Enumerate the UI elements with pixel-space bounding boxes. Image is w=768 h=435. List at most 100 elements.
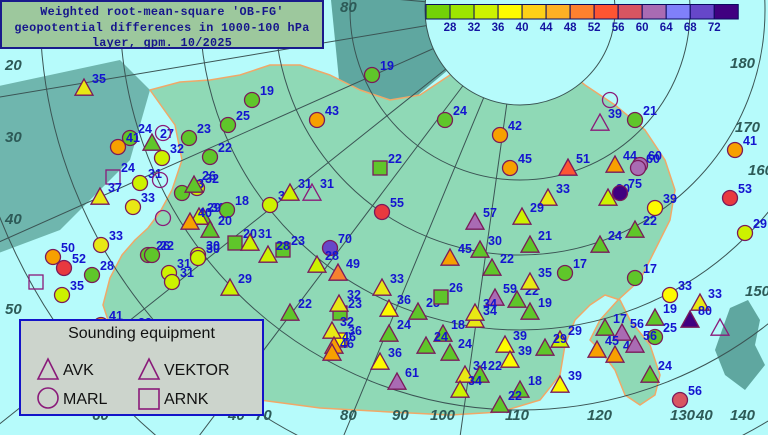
svg-text:45: 45: [518, 152, 532, 166]
svg-text:24: 24: [138, 122, 152, 136]
svg-text:23: 23: [291, 234, 305, 248]
svg-text:AVK: AVK: [63, 362, 94, 379]
svg-text:68: 68: [684, 22, 697, 34]
svg-text:31: 31: [258, 227, 272, 241]
svg-text:50: 50: [61, 241, 75, 255]
svg-text:33: 33: [390, 272, 404, 286]
svg-text:20: 20: [4, 57, 22, 74]
svg-text:64: 64: [660, 22, 673, 34]
svg-text:29: 29: [753, 217, 767, 231]
svg-text:19: 19: [663, 302, 677, 316]
svg-text:19: 19: [380, 59, 394, 73]
svg-text:33: 33: [556, 182, 570, 196]
svg-text:57: 57: [483, 206, 497, 220]
svg-text:18: 18: [528, 374, 542, 388]
svg-text:32: 32: [340, 315, 354, 329]
svg-text:22: 22: [388, 152, 402, 166]
svg-text:32: 32: [347, 288, 361, 302]
svg-text:40: 40: [516, 22, 529, 34]
svg-text:17: 17: [613, 312, 627, 326]
svg-text:24: 24: [434, 330, 448, 344]
svg-text:33: 33: [141, 191, 155, 205]
svg-text:59: 59: [503, 282, 517, 296]
svg-text:61: 61: [405, 366, 419, 380]
svg-text:24: 24: [608, 229, 622, 243]
svg-text:28: 28: [325, 249, 339, 263]
svg-text:29: 29: [568, 324, 582, 338]
svg-text:180: 180: [730, 55, 756, 72]
svg-text:22: 22: [218, 141, 232, 155]
svg-text:22: 22: [500, 252, 514, 266]
svg-text:32: 32: [170, 142, 184, 156]
svg-text:34: 34: [483, 297, 497, 311]
svg-text:40: 40: [695, 407, 713, 424]
svg-text:60: 60: [636, 22, 649, 34]
svg-text:41: 41: [743, 134, 757, 148]
svg-text:39: 39: [513, 329, 527, 343]
svg-text:32: 32: [468, 22, 481, 34]
svg-text:51: 51: [576, 152, 590, 166]
svg-text:37: 37: [108, 181, 122, 195]
svg-text:42: 42: [508, 119, 522, 133]
svg-text:24: 24: [458, 337, 472, 351]
svg-text:150: 150: [745, 283, 768, 300]
svg-text:53: 53: [738, 182, 752, 196]
svg-text:56: 56: [630, 317, 644, 331]
svg-text:56: 56: [643, 329, 657, 343]
svg-text:36: 36: [388, 346, 402, 360]
svg-text:26: 26: [202, 169, 216, 183]
svg-text:36: 36: [492, 22, 505, 34]
svg-text:21: 21: [538, 229, 552, 243]
svg-text:50: 50: [5, 301, 22, 318]
svg-text:28: 28: [444, 22, 457, 34]
svg-text:44: 44: [540, 22, 553, 34]
svg-text:90: 90: [392, 407, 409, 424]
svg-text:80: 80: [698, 304, 712, 318]
svg-text:30: 30: [206, 242, 220, 256]
svg-text:60: 60: [646, 152, 660, 166]
svg-text:56: 56: [688, 384, 702, 398]
svg-text:23: 23: [197, 122, 211, 136]
svg-text:100: 100: [430, 407, 456, 424]
svg-text:17: 17: [573, 257, 587, 271]
svg-text:45: 45: [605, 334, 619, 348]
svg-text:120: 120: [587, 407, 613, 424]
svg-text:39: 39: [608, 107, 622, 121]
svg-text:19: 19: [260, 84, 274, 98]
svg-text:26: 26: [449, 281, 463, 295]
svg-text:24: 24: [658, 359, 672, 373]
svg-text:21: 21: [643, 104, 657, 118]
svg-text:40: 40: [4, 211, 22, 228]
svg-text:75: 75: [628, 177, 642, 191]
svg-text:25: 25: [236, 109, 250, 123]
svg-text:48: 48: [564, 22, 577, 34]
svg-text:24: 24: [121, 161, 135, 175]
svg-text:35: 35: [70, 279, 84, 293]
svg-text:22: 22: [298, 297, 312, 311]
svg-text:41: 41: [126, 131, 140, 145]
svg-text:20: 20: [218, 214, 232, 228]
svg-text:29: 29: [238, 272, 252, 286]
svg-text:34: 34: [468, 374, 482, 388]
svg-text:49: 49: [346, 257, 360, 271]
svg-text:46: 46: [340, 337, 354, 351]
svg-text:25: 25: [663, 321, 677, 335]
svg-text:55: 55: [390, 196, 404, 210]
svg-text:33: 33: [678, 279, 692, 293]
svg-text:52: 52: [588, 22, 601, 34]
svg-text:140: 140: [730, 407, 756, 424]
svg-text:43: 43: [325, 104, 339, 118]
svg-text:24: 24: [397, 318, 411, 332]
svg-text:17: 17: [643, 262, 657, 276]
svg-text:36: 36: [397, 293, 411, 307]
svg-text:80: 80: [340, 407, 357, 424]
svg-text:31: 31: [320, 177, 334, 191]
svg-text:19: 19: [538, 296, 552, 310]
svg-text:39: 39: [568, 369, 582, 383]
svg-text:18: 18: [235, 194, 249, 208]
svg-text:35: 35: [538, 266, 552, 280]
svg-text:56: 56: [612, 22, 625, 34]
svg-text:130: 130: [670, 407, 696, 424]
svg-text:22: 22: [508, 389, 522, 403]
svg-text:160: 160: [748, 162, 768, 179]
